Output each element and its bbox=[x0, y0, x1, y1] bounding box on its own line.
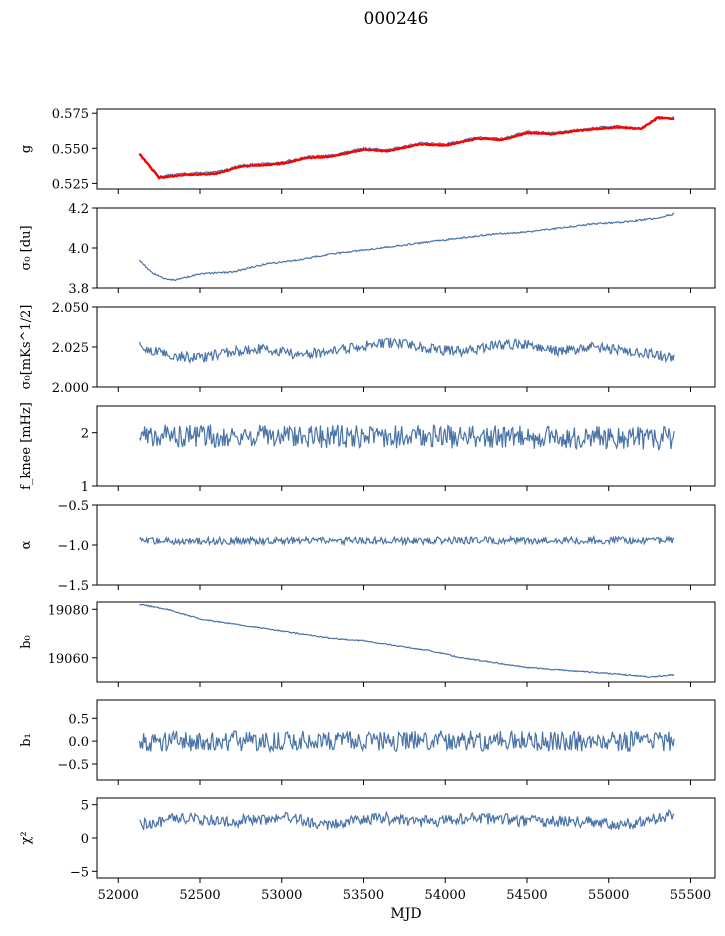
ylabel-b0: b₀ bbox=[19, 635, 34, 649]
ytick-label-g: 0.550 bbox=[52, 142, 89, 157]
ytick-label-sigma0_mks: 2.050 bbox=[52, 301, 89, 316]
ytick-label-g: 0.525 bbox=[52, 177, 89, 192]
axes-frame-chi2 bbox=[96, 797, 716, 879]
axes-frame-g bbox=[96, 108, 716, 190]
panel-alpha: −1.5 −1.0 −0.5 α bbox=[19, 499, 716, 594]
panel-sigma0: 3.8 4.0 4.2 σ₀ [du] bbox=[19, 202, 716, 297]
ytick-label-b0: 19060 bbox=[48, 652, 89, 667]
xtick-label: 55500 bbox=[670, 888, 711, 903]
ytick-label-sigma0_mks: 2.000 bbox=[52, 381, 89, 396]
ylabel-sigma0_mks: σ₀[mKs^1/2] bbox=[19, 305, 34, 390]
axes-frame-fknee bbox=[96, 405, 716, 487]
series-line-sigma0_mks-0 bbox=[138, 337, 675, 364]
series-line-alpha-0 bbox=[139, 534, 675, 547]
xtick-label: 52500 bbox=[179, 888, 220, 903]
ytick-label-sigma0: 3.8 bbox=[68, 282, 89, 297]
xlabel: MJD bbox=[390, 906, 421, 922]
axes-frame-sigma0_mks bbox=[96, 306, 716, 388]
ylabel-fknee: f_knee [mHz] bbox=[19, 402, 34, 490]
xtick-label: 52000 bbox=[98, 888, 139, 903]
series-line-sigma0-0 bbox=[138, 212, 675, 282]
ytick-label-sigma0: 4.2 bbox=[68, 202, 89, 217]
panel-fknee: 1 2 f_knee [mHz] bbox=[19, 402, 716, 495]
ytick-label-g: 0.575 bbox=[52, 107, 89, 122]
series-line-b0-0 bbox=[139, 603, 675, 679]
xtick-label: 54000 bbox=[425, 888, 466, 903]
series-line-fknee-0 bbox=[139, 424, 675, 452]
ytick-label-b1: 0.5 bbox=[68, 712, 89, 727]
panel-g: 0.525 0.550 0.575 g bbox=[19, 107, 716, 194]
xtick-label: 53000 bbox=[261, 888, 302, 903]
panel-b0: 19060 19080 b₀ bbox=[19, 601, 716, 687]
ytick-label-alpha: −0.5 bbox=[57, 499, 89, 514]
ylabel-g: g bbox=[19, 145, 34, 153]
xtick-label: 55000 bbox=[588, 888, 629, 903]
ytick-label-alpha: −1.0 bbox=[57, 539, 89, 554]
panel-chi2: −5 0 5 χ² bbox=[19, 797, 716, 883]
series-line-b1-0 bbox=[138, 729, 675, 754]
axes-frame-b0 bbox=[96, 601, 716, 683]
series-line-chi2-0 bbox=[139, 808, 675, 831]
ytick-label-chi2: −5 bbox=[70, 865, 89, 880]
panel-b1: −0.5 0.0 0.5 b₁ bbox=[19, 699, 716, 785]
xtick-label: 54500 bbox=[506, 888, 547, 903]
xtick-label: 53500 bbox=[343, 888, 384, 903]
axes-frame-sigma0 bbox=[96, 207, 716, 289]
ytick-label-b1: −0.5 bbox=[57, 758, 89, 773]
ylabel-sigma0: σ₀ [du] bbox=[19, 225, 34, 270]
ylabel-b1: b₁ bbox=[19, 733, 34, 747]
ytick-label-fknee: 1 bbox=[81, 480, 89, 495]
ytick-label-sigma0_mks: 2.025 bbox=[52, 341, 89, 356]
ytick-label-chi2: 5 bbox=[81, 799, 89, 814]
figure-title: 000246 bbox=[364, 9, 429, 29]
series-line-g-1 bbox=[138, 115, 675, 180]
ylabel-alpha: α bbox=[19, 540, 34, 549]
ytick-label-alpha: −1.5 bbox=[57, 579, 89, 594]
ytick-label-b0: 19080 bbox=[48, 603, 89, 618]
ytick-label-sigma0: 4.0 bbox=[68, 242, 89, 257]
ylabel-chi2: χ² bbox=[19, 831, 34, 844]
axes-frame-b1 bbox=[96, 699, 716, 781]
ytick-label-fknee: 2 bbox=[81, 427, 89, 442]
panel-sigma0_mks: 2.000 2.025 2.050 σ₀[mKs^1/2] bbox=[19, 301, 716, 396]
ytick-label-chi2: 0 bbox=[81, 832, 89, 847]
ytick-label-b1: 0.0 bbox=[68, 735, 89, 750]
